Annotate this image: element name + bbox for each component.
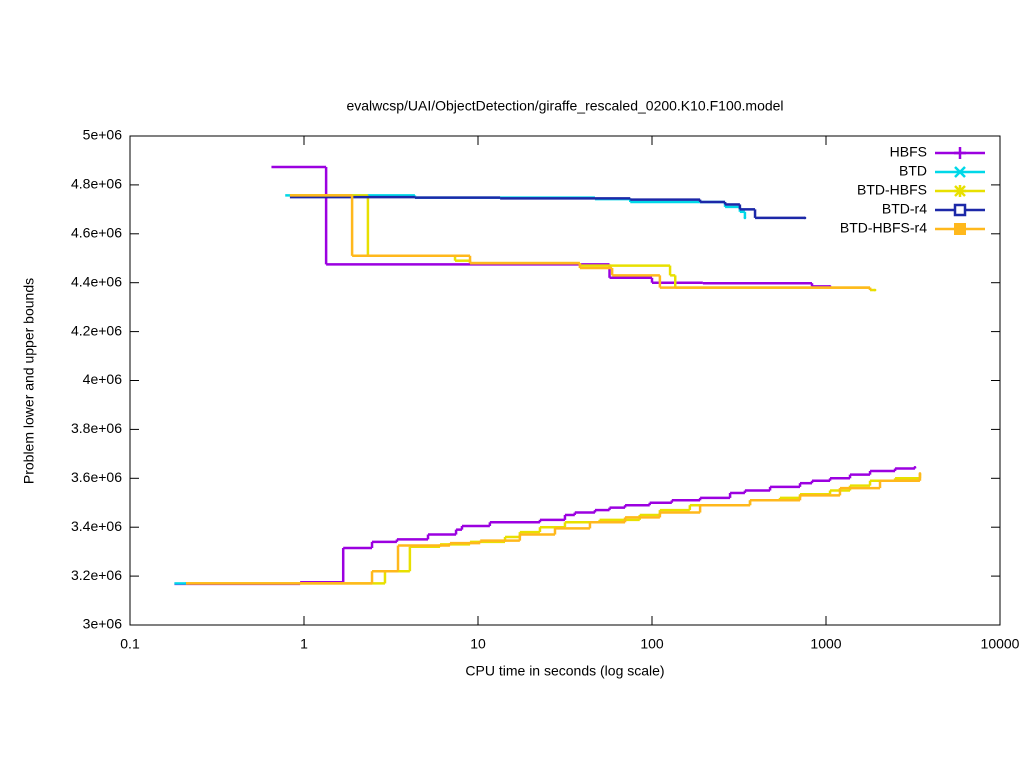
legend-marker (954, 166, 966, 178)
y-axis-label: Problem lower and upper bounds (21, 278, 37, 484)
line-end (913, 465, 917, 469)
x-tick-label: 1 (300, 636, 308, 652)
legend-label: BTD-HBFS (857, 182, 927, 198)
legend-marker (953, 203, 967, 217)
line-end (803, 216, 807, 220)
y-tick-label: 4e+06 (83, 371, 123, 387)
legend-label: HBFS (890, 144, 927, 160)
y-tick-label: 4.2e+06 (71, 322, 122, 338)
x-axis-label: CPU time in seconds (log scale) (465, 663, 664, 679)
legend-marker (954, 223, 966, 235)
y-tick-label: 3.6e+06 (71, 469, 122, 485)
y-tick-label: 3.4e+06 (71, 518, 122, 534)
line-end (873, 288, 877, 292)
y-tick-label: 3.8e+06 (71, 420, 122, 436)
x-tick-label: 10 (470, 636, 486, 652)
line-end (868, 287, 872, 291)
legend-label: BTD-r4 (882, 201, 927, 217)
x-tick-label: 100 (640, 636, 664, 652)
legend-marker (954, 185, 966, 197)
y-tick-label: 4.8e+06 (71, 176, 122, 192)
line-end (743, 216, 747, 220)
legend-label: BTD (899, 163, 927, 179)
line-end (918, 472, 922, 475)
x-tick-label: 10000 (981, 636, 1020, 652)
legend-marker (954, 147, 966, 159)
y-tick-label: 3e+06 (83, 616, 123, 632)
x-tick-label: 0.1 (120, 636, 140, 652)
y-tick-label: 5e+06 (83, 127, 123, 143)
legend-label: BTD-HBFS-r4 (840, 220, 927, 236)
y-tick-label: 4.4e+06 (71, 273, 122, 289)
plot-frame (129, 135, 1001, 626)
x-tick-label: 1000 (810, 636, 841, 652)
y-tick-label: 4.6e+06 (71, 225, 122, 241)
y-tick-label: 3.2e+06 (71, 567, 122, 583)
chart-title: evalwcsp/UAI/ObjectDetection/giraffe_res… (346, 98, 783, 114)
